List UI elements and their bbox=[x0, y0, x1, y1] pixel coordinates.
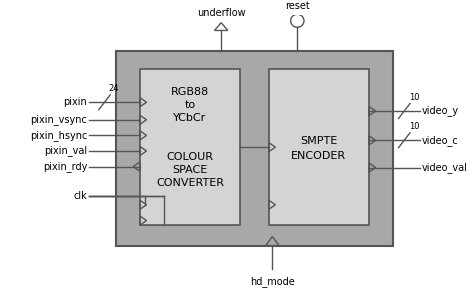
Text: YCbCr: YCbCr bbox=[173, 113, 207, 123]
Text: underflow: underflow bbox=[197, 8, 246, 18]
Text: pixin_hsync: pixin_hsync bbox=[30, 130, 87, 141]
Text: ENCODER: ENCODER bbox=[291, 151, 346, 160]
Text: reset: reset bbox=[285, 1, 310, 11]
Text: COLOUR: COLOUR bbox=[166, 152, 213, 162]
Text: hd_mode: hd_mode bbox=[250, 276, 295, 287]
Text: 10: 10 bbox=[409, 93, 419, 102]
Text: pixin_vsync: pixin_vsync bbox=[30, 114, 87, 125]
Text: pixin_rdy: pixin_rdy bbox=[43, 161, 87, 172]
Text: SPACE: SPACE bbox=[172, 165, 208, 175]
Text: CONVERTER: CONVERTER bbox=[156, 178, 224, 188]
Text: video_y: video_y bbox=[421, 106, 458, 117]
Text: RGB88: RGB88 bbox=[171, 87, 209, 97]
Bar bbox=[140, 69, 240, 225]
Text: video_val: video_val bbox=[421, 162, 467, 173]
Bar bbox=[269, 69, 369, 225]
Bar bbox=[116, 50, 393, 246]
Text: 10: 10 bbox=[409, 122, 419, 131]
Text: pixin: pixin bbox=[64, 97, 87, 107]
Text: clk: clk bbox=[74, 191, 87, 201]
Text: video_c: video_c bbox=[421, 135, 458, 146]
Text: to: to bbox=[184, 100, 196, 110]
Text: SMPTE: SMPTE bbox=[300, 136, 337, 146]
Text: pixin_val: pixin_val bbox=[44, 146, 87, 157]
Text: 24: 24 bbox=[108, 84, 119, 93]
